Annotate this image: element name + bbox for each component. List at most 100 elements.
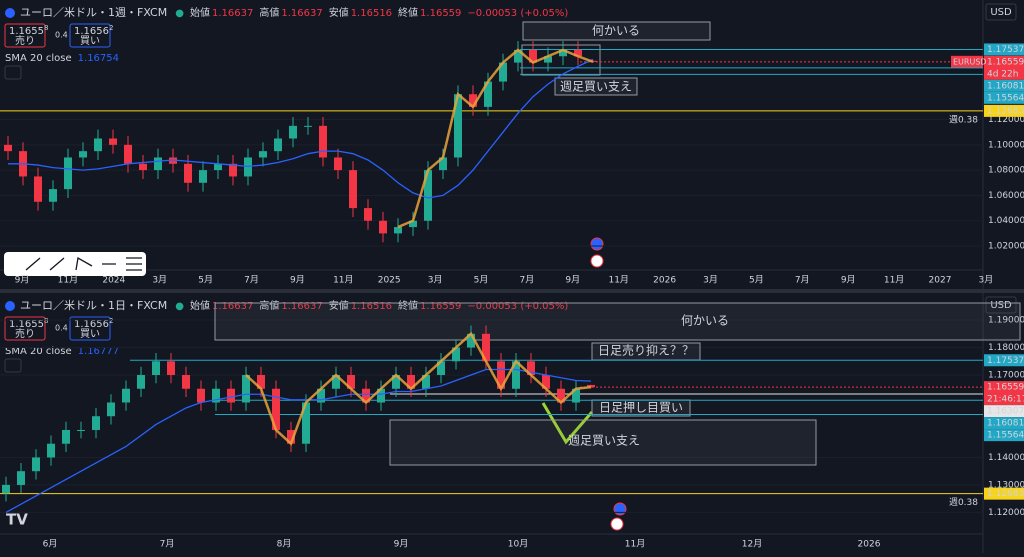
candle-body — [94, 138, 102, 152]
currency: USD — [990, 300, 1012, 311]
price-label: 1.16307 — [987, 407, 1024, 417]
price-label: 1.16559 — [987, 383, 1024, 393]
sell-price-main: 1.1655 — [9, 319, 44, 330]
candle-body — [274, 138, 282, 152]
price-label-bg — [984, 405, 1024, 418]
candle-body — [514, 49, 522, 63]
candle-body — [107, 402, 115, 417]
candle-body — [229, 163, 237, 177]
candle-body — [482, 333, 490, 362]
header-item: −0.00053 (+0.05%) — [467, 301, 568, 312]
sma-legend: SMA 20 close 1.16777 — [5, 346, 119, 357]
sma-legend: SMA 20 close 1.16754 — [5, 53, 119, 64]
header-item: 1.16559 — [420, 301, 461, 312]
trace-drawing — [397, 48, 594, 229]
event-icon[interactable] — [590, 237, 604, 251]
candle-body — [499, 62, 507, 82]
sell-label: 売り — [15, 327, 35, 340]
header-item: 終値 — [398, 6, 418, 19]
candle-body — [64, 157, 72, 190]
collapse-button[interactable] — [4, 358, 22, 373]
sma-line — [5, 368, 592, 513]
annotation-box — [522, 21, 711, 41]
event-icon[interactable] — [590, 254, 604, 268]
candle-body — [154, 157, 162, 171]
price-label: 1.15564 — [987, 93, 1024, 103]
buy-label: 買い — [80, 328, 100, 340]
sell-price-main: 1.1655 — [9, 26, 44, 37]
x-tick-label: 9月 — [841, 275, 856, 286]
header-item: 終値 — [398, 299, 418, 312]
candle-body — [544, 56, 552, 63]
candle-body — [392, 375, 400, 389]
buy-box — [69, 23, 111, 48]
candle-body — [334, 157, 342, 171]
candle-body — [422, 375, 430, 389]
y-tick-label: 1.04000 — [988, 216, 1024, 226]
candle-body — [124, 144, 132, 164]
y-tick-label: 1.17000 — [988, 371, 1024, 381]
annotation-text: 週足買い支え — [568, 434, 640, 448]
x-tick-label: 11月 — [625, 539, 645, 550]
candle-body — [287, 429, 295, 444]
event-icon[interactable] — [610, 517, 624, 531]
y-tick-label: 1.08000 — [988, 166, 1024, 176]
sell-button[interactable]: 1.16558 売り — [4, 316, 48, 341]
candle-body — [302, 402, 310, 444]
toolbar-bg — [4, 252, 146, 276]
currency-box[interactable] — [985, 296, 1017, 314]
level-note: 週0.38 — [949, 114, 978, 125]
annotation-text: 日足押し目買い — [599, 401, 683, 415]
price-label-bg — [984, 429, 1024, 442]
buy-label: 買い — [80, 35, 100, 47]
x-tick-label: 11月 — [333, 275, 353, 286]
toolbar-icons[interactable] — [25, 256, 142, 271]
header-line: ユーロ／米ドル・1日・FXCM●始値1.16637高値1.16637安値1.16… — [20, 299, 568, 312]
sma-value: 1.16754 — [78, 53, 119, 64]
annotation-box — [214, 302, 1021, 341]
annotation-text: 週足買い支え — [560, 80, 632, 94]
x-tick-label: 3月 — [152, 275, 167, 286]
header-item: 1.16516 — [351, 301, 392, 312]
buy-price: 1.16562 — [74, 24, 113, 37]
candle-body — [452, 347, 460, 362]
sma-value: 1.16777 — [78, 346, 119, 357]
sell-pip: 8 — [44, 317, 48, 325]
annotation-text: 何かいる — [681, 314, 729, 328]
header-item: 1.16516 — [351, 8, 392, 19]
sell-pip: 8 — [44, 24, 48, 32]
x-tick-label: 5月 — [474, 275, 489, 286]
candle-body — [559, 49, 567, 57]
candle-body — [122, 388, 130, 403]
candle-body — [484, 81, 492, 107]
header-item: 始値 — [190, 6, 210, 19]
spread: 0.4 — [55, 31, 68, 40]
price-label: 1.16081 — [987, 81, 1024, 91]
collapse-button[interactable] — [4, 65, 22, 80]
candle-body — [512, 361, 520, 389]
candle-body — [349, 170, 357, 209]
symbol-tag-bg — [951, 55, 983, 68]
x-tick-label: 9月 — [565, 275, 580, 286]
candle-body — [199, 170, 207, 183]
x-tick-label: 11月 — [884, 275, 904, 286]
x-tick-label: 2026 — [858, 540, 881, 550]
candle-body — [364, 208, 372, 221]
candle-body — [259, 151, 267, 158]
drawing-toolbar[interactable] — [4, 252, 146, 276]
candle-body — [2, 484, 10, 494]
currency-box[interactable] — [985, 3, 1017, 21]
y-tick-label: 1.14000 — [988, 453, 1024, 463]
candle-body — [227, 388, 235, 403]
symbol-icon — [5, 301, 15, 311]
panel-divider — [0, 289, 1024, 293]
x-tick-label: 9月 — [394, 539, 409, 550]
price-label-bg — [984, 55, 1024, 80]
event-icon[interactable] — [613, 502, 627, 516]
sell-box — [4, 23, 46, 48]
price-label-bg — [984, 43, 1024, 56]
